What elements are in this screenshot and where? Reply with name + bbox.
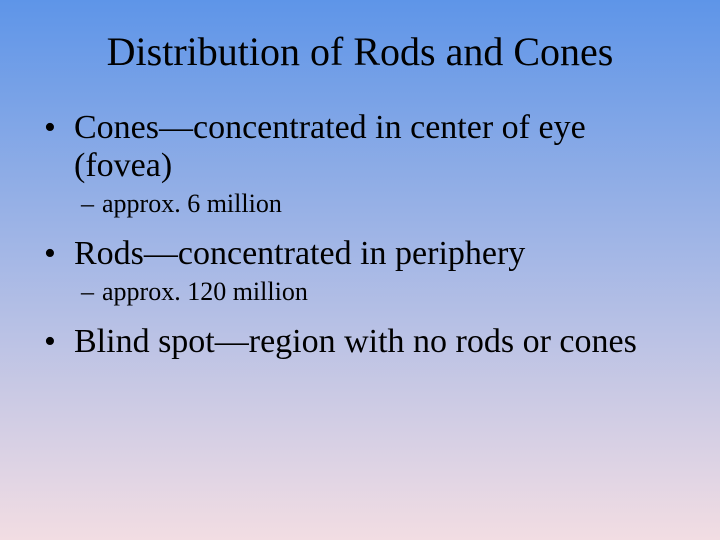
- sub-bullet-item: – approx. 6 million: [40, 189, 680, 219]
- bullet-marker: •: [40, 235, 74, 273]
- bullet-text: Rods—concentrated in periphery: [74, 235, 680, 273]
- bullet-item: • Rods—concentrated in periphery: [40, 235, 680, 273]
- bullet-list: • Cones—concentrated in center of eye (f…: [40, 109, 680, 361]
- sub-bullet-marker: –: [40, 189, 102, 219]
- bullet-marker: •: [40, 109, 74, 185]
- bullet-text: Blind spot—region with no rods or cones: [74, 323, 680, 361]
- bullet-text: Cones—concentrated in center of eye (fov…: [74, 109, 680, 185]
- slide: Distribution of Rods and Cones • Cones—c…: [0, 0, 720, 540]
- sub-bullet-text: approx. 6 million: [102, 189, 680, 219]
- bullet-marker: •: [40, 323, 74, 361]
- slide-title: Distribution of Rods and Cones: [40, 28, 680, 75]
- sub-bullet-marker: –: [40, 277, 102, 307]
- bullet-item: • Cones—concentrated in center of eye (f…: [40, 109, 680, 185]
- bullet-item: • Blind spot—region with no rods or cone…: [40, 323, 680, 361]
- sub-bullet-item: – approx. 120 million: [40, 277, 680, 307]
- sub-bullet-text: approx. 120 million: [102, 277, 680, 307]
